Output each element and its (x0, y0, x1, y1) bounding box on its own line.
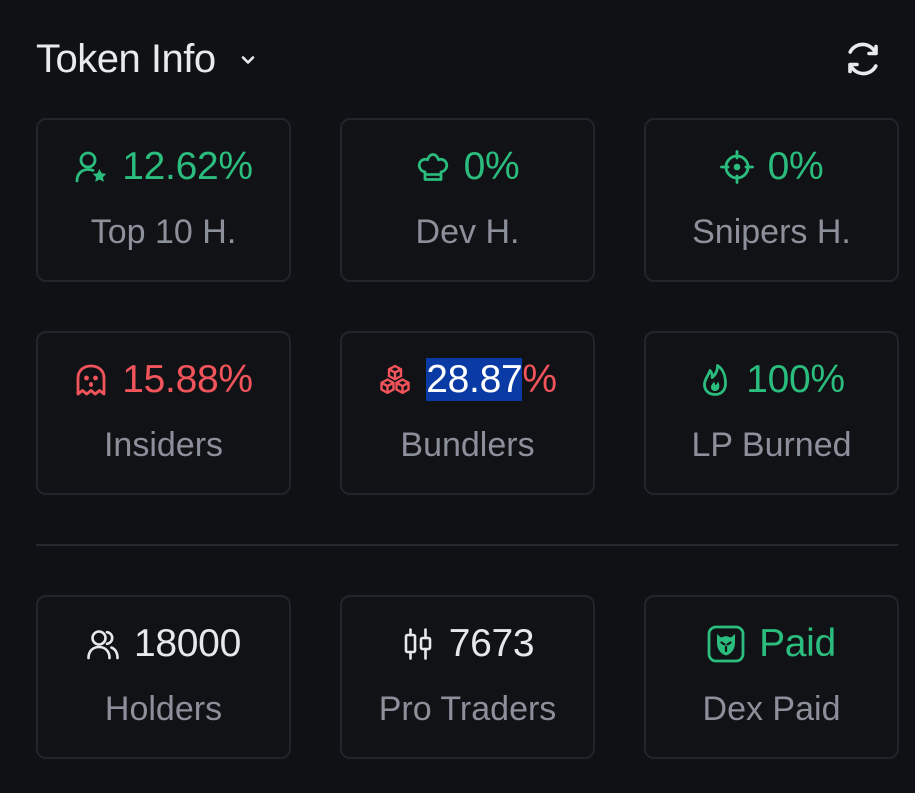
boxes-icon (380, 364, 410, 394)
bundlers-value: 28.87% (426, 357, 557, 403)
dex-paid-value: Paid (759, 622, 836, 665)
dev-holdings-metric: 0% (342, 144, 593, 190)
holders-value: 18000 (134, 622, 241, 665)
users-icon (87, 630, 119, 660)
top10-holders-value: 12.62% (122, 145, 253, 188)
top10-holders-label: Top 10 H. (90, 213, 237, 251)
top10-holders-card[interactable]: 12.62% Top 10 H. (36, 118, 291, 282)
dev-holdings-label: Dev H. (415, 213, 520, 251)
section-divider (36, 544, 898, 546)
holders-card[interactable]: 18000 Holders (36, 595, 291, 759)
bundlers-value-percent: % (522, 358, 557, 401)
panel-title: Token Info (36, 37, 216, 81)
refresh-icon[interactable] (840, 36, 886, 82)
chevron-down-icon (241, 56, 254, 64)
insiders-label: Insiders (103, 426, 224, 464)
bundlers-card[interactable]: 28.87% Bundlers (340, 331, 595, 495)
chef-hat-icon (417, 153, 448, 181)
holders-metric: 18000 (38, 621, 289, 667)
crosshair-icon (719, 150, 754, 184)
pro-traders-label: Pro Traders (378, 690, 557, 728)
pro-traders-card[interactable]: 7673 Pro Traders (340, 595, 595, 759)
ghost-icon (76, 364, 106, 396)
bundlers-label: Bundlers (400, 426, 535, 464)
panel-header: Token Info (36, 36, 886, 82)
lp-burned-card[interactable]: 100% LP Burned (644, 331, 899, 495)
flame-icon (703, 364, 728, 396)
stats-row: 18000 Holders 7673 Pro Traders (36, 595, 899, 759)
pro-traders-value: 7673 (448, 622, 535, 665)
bundlers-value-selected: 28.87 (426, 358, 523, 401)
dex-paid-card[interactable]: Paid Dex Paid (644, 595, 899, 759)
dex-badge-icon (707, 625, 745, 663)
dev-holdings-value: 0% (463, 145, 520, 188)
lp-burned-label: LP Burned (691, 426, 852, 464)
insiders-metric: 15.88% (38, 357, 289, 403)
holders-label: Holders (104, 690, 223, 728)
token-info-toggle[interactable]: Token Info (36, 36, 258, 82)
pro-traders-metric: 7673 (342, 621, 593, 667)
user-star-icon (75, 151, 107, 183)
insiders-value: 15.88% (122, 358, 253, 401)
dex-paid-metric: Paid (646, 621, 897, 667)
dex-paid-label: Dex Paid (702, 690, 841, 728)
lp-burned-value: 100% (746, 358, 845, 401)
holdings-row: 12.62% Top 10 H. 0% Dev H. 0% (36, 118, 899, 282)
lp-burned-metric: 100% (646, 357, 897, 403)
dev-holdings-card[interactable]: 0% Dev H. (340, 118, 595, 282)
snipers-holdings-value: 0% (767, 145, 824, 188)
bundlers-metric: 28.87% (342, 357, 593, 403)
snipers-holdings-metric: 0% (646, 144, 897, 190)
snipers-holdings-card[interactable]: 0% Snipers H. (644, 118, 899, 282)
insiders-card[interactable]: 15.88% Insiders (36, 331, 291, 495)
candlestick-icon (404, 628, 432, 660)
snipers-holdings-label: Snipers H. (692, 213, 851, 251)
top10-holders-metric: 12.62% (38, 144, 289, 190)
risk-row: 15.88% Insiders 28.87% Bundler (36, 331, 899, 495)
